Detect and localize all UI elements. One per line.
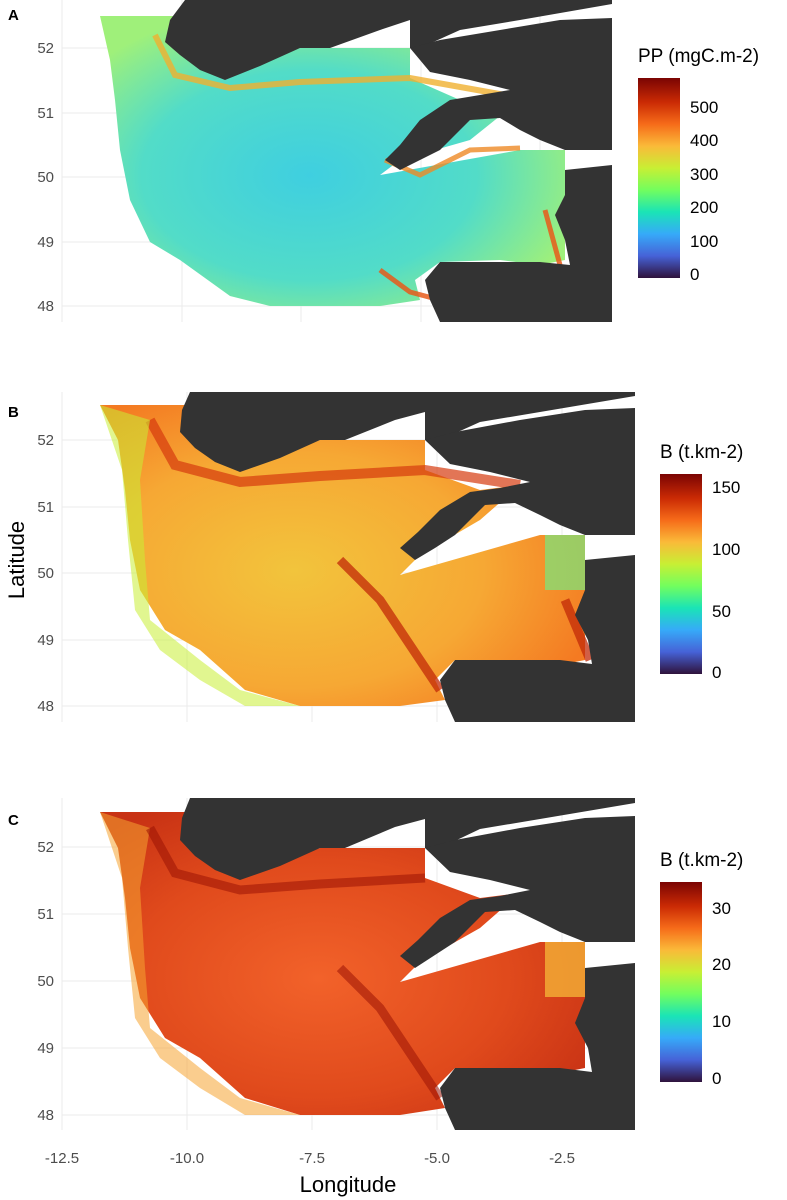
y-tick-51: 51 xyxy=(37,906,54,923)
y-tick-48: 48 xyxy=(37,298,54,315)
panel-a-legend: PP (mgC.m-2) 500 400 300 200 100 0 xyxy=(638,46,759,284)
panel-b: B 52 51 50 49 48 B (t.km-2) 150 100 50 0 xyxy=(8,392,743,722)
panel-b-letter: B xyxy=(8,404,19,421)
panel-c-land xyxy=(180,798,635,1130)
y-tick-48: 48 xyxy=(37,1107,54,1124)
legend-tick-a-500: 500 xyxy=(690,98,718,117)
panel-a: A 52 51 50 49 48 PP (mgC.m-2) 500 400 30… xyxy=(8,0,759,322)
panel-c-low-patch xyxy=(545,942,585,997)
x-axis-title: Longitude xyxy=(300,1172,397,1197)
x-tick-neg10-0: -10.0 xyxy=(170,1150,204,1167)
y-tick-52: 52 xyxy=(37,839,54,856)
legend-title-a: PP (mgC.m-2) xyxy=(638,46,759,67)
legend-tick-c-0: 0 xyxy=(712,1069,721,1088)
y-tick-48: 48 xyxy=(37,698,54,715)
panel-c-coastal-band xyxy=(146,825,444,1101)
legend-title-b: B (t.km-2) xyxy=(660,442,743,463)
x-tick-neg5-0: -5.0 xyxy=(424,1150,450,1167)
x-axis-ticks: -12.5 -10.0 -7.5 -5.0 -2.5 xyxy=(45,1150,575,1167)
colorbar-c xyxy=(660,882,702,1082)
legend-tick-b-100: 100 xyxy=(712,540,740,559)
panel-c-legend: B (t.km-2) 30 20 10 0 xyxy=(660,850,743,1088)
panel-b-low-patch xyxy=(545,535,585,590)
x-tick-neg12-5: -12.5 xyxy=(45,1150,79,1167)
y-tick-51: 51 xyxy=(37,499,54,516)
panel-a-land xyxy=(165,0,612,322)
legend-tick-a-300: 300 xyxy=(690,165,718,184)
panel-c-y-ticks: 52 51 50 49 48 xyxy=(37,839,54,1124)
legend-tick-b-150: 150 xyxy=(712,478,740,497)
y-tick-52: 52 xyxy=(37,40,54,57)
panel-c-letter: C xyxy=(8,812,19,829)
y-tick-51: 51 xyxy=(37,105,54,122)
panel-b-light-west xyxy=(100,405,300,706)
legend-title-c: B (t.km-2) xyxy=(660,850,743,871)
panel-b-coastal-band xyxy=(145,417,521,490)
legend-tick-a-0: 0 xyxy=(690,265,699,284)
panel-b-y-ticks: 52 51 50 49 48 xyxy=(37,432,54,715)
legend-tick-b-0: 0 xyxy=(712,663,721,682)
x-tick-neg7-5: -7.5 xyxy=(299,1150,325,1167)
colorbar-a xyxy=(638,78,680,278)
panel-c-light-west xyxy=(100,812,300,1115)
y-tick-52: 52 xyxy=(37,432,54,449)
legend-tick-b-50: 50 xyxy=(712,602,731,621)
panel-b-land xyxy=(180,392,635,722)
x-tick-neg2-5: -2.5 xyxy=(549,1150,575,1167)
y-tick-49: 49 xyxy=(37,632,54,649)
panel-a-sea-field xyxy=(100,16,565,306)
y-tick-50: 50 xyxy=(37,565,54,582)
legend-tick-c-20: 20 xyxy=(712,955,731,974)
panel-a-letter: A xyxy=(8,7,19,24)
y-axis-title: Latitude xyxy=(4,521,29,599)
legend-tick-a-200: 200 xyxy=(690,198,718,217)
y-tick-49: 49 xyxy=(37,1040,54,1057)
panel-b-legend: B (t.km-2) 150 100 50 0 xyxy=(660,442,743,682)
panel-a-y-ticks: 52 51 50 49 48 xyxy=(37,40,54,315)
panel-b-coastal-band-south xyxy=(336,556,595,693)
y-tick-50: 50 xyxy=(37,169,54,186)
panel-c: C 52 51 50 49 48 B (t.km-2) 30 20 10 0 xyxy=(8,798,743,1130)
panel-a-coastal-band xyxy=(152,33,506,98)
legend-tick-a-400: 400 xyxy=(690,131,718,150)
y-tick-50: 50 xyxy=(37,973,54,990)
y-tick-49: 49 xyxy=(37,234,54,251)
legend-tick-c-10: 10 xyxy=(712,1012,731,1031)
legend-tick-c-30: 30 xyxy=(712,899,731,918)
legend-tick-a-100: 100 xyxy=(690,232,718,251)
colorbar-b xyxy=(660,474,702,674)
